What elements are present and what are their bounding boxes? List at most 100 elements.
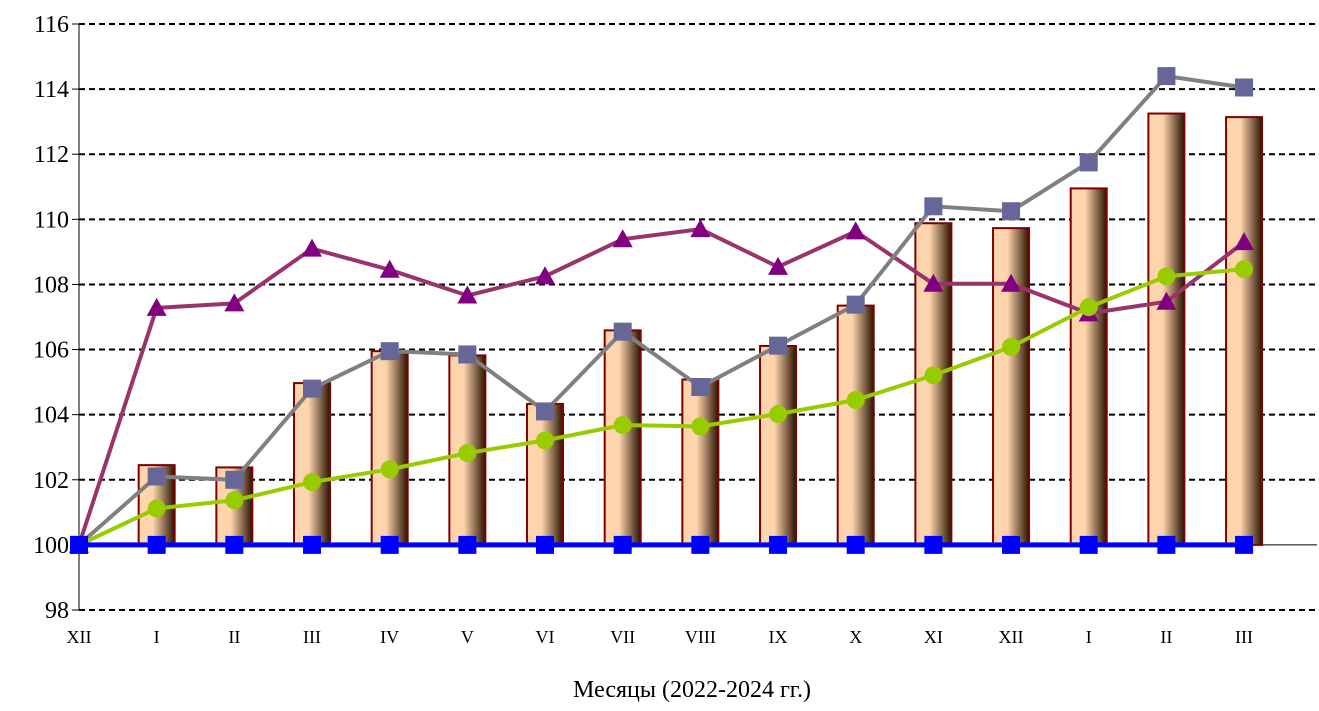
- bar: [836, 304, 875, 546]
- square-marker: [1002, 535, 1021, 554]
- y-tick-label: 108: [33, 272, 69, 298]
- circle-marker: [147, 499, 166, 518]
- x-axis-label: Месяцы (2022-2024 гг.): [573, 677, 811, 703]
- x-tick-label: IX: [769, 627, 788, 647]
- x-tick-label: VI: [536, 627, 555, 647]
- square-marker: [147, 535, 166, 554]
- square-marker: [536, 535, 555, 554]
- triangle-marker: [224, 293, 245, 312]
- triangle-marker: [612, 229, 633, 248]
- square-marker: [380, 535, 399, 554]
- square-marker: [380, 342, 399, 361]
- square-marker: [458, 345, 477, 364]
- bar: [293, 382, 332, 546]
- square-marker: [1079, 535, 1098, 554]
- square-marker: [1235, 78, 1254, 97]
- x-tick-label: II: [228, 627, 240, 647]
- bar: [759, 344, 798, 546]
- x-tick-label: VII: [610, 627, 635, 647]
- square-marker: [225, 470, 244, 489]
- triangle-marker: [845, 221, 866, 240]
- square-marker: [613, 535, 632, 554]
- triangle-marker: [379, 259, 400, 278]
- square-marker: [613, 322, 632, 341]
- triangle-marker: [457, 285, 478, 304]
- square-marker: [70, 535, 88, 554]
- square-marker: [846, 535, 865, 554]
- circle-marker: [1079, 298, 1098, 317]
- circle-marker: [1002, 337, 1021, 356]
- square-marker: [536, 402, 555, 421]
- triangle-marker: [923, 273, 944, 292]
- x-tick-label: X: [849, 627, 862, 647]
- square-marker: [1002, 202, 1021, 221]
- square-marker: [1157, 535, 1176, 554]
- y-tick-label: 116: [34, 12, 69, 38]
- circle-marker: [380, 460, 399, 479]
- series-line: [77, 74, 1245, 547]
- circle-marker: [924, 366, 943, 385]
- triangle-marker: [535, 266, 556, 285]
- triangle-marker: [690, 219, 711, 238]
- x-tick-label: I: [154, 627, 160, 647]
- bar: [1069, 187, 1108, 546]
- square-marker: [691, 535, 710, 554]
- grid-lines: [79, 23, 1317, 611]
- y-tick-label: 102: [33, 468, 69, 494]
- y-tick-label: 112: [34, 142, 69, 168]
- x-tick-label: VIII: [685, 627, 716, 647]
- x-tick-label: XI: [924, 627, 943, 647]
- square-marker: [147, 467, 166, 486]
- square-marker: [769, 535, 788, 554]
- x-tick-label: V: [461, 627, 474, 647]
- square-marker: [1079, 153, 1098, 172]
- circle-marker: [846, 391, 865, 410]
- square-marker: [1157, 67, 1176, 86]
- square-marker: [846, 295, 865, 314]
- square-marker: [458, 535, 477, 554]
- x-tick-label: I: [1086, 627, 1092, 647]
- triangle-marker: [1001, 273, 1022, 292]
- x-tick-label: III: [303, 627, 321, 647]
- square-marker: [924, 197, 943, 216]
- bar: [1147, 112, 1186, 546]
- triangle-marker: [1156, 291, 1177, 310]
- bar: [603, 329, 642, 546]
- bar: [370, 350, 409, 546]
- square-marker: [1235, 535, 1254, 554]
- y-tick-label: 114: [34, 77, 69, 103]
- square-marker: [303, 379, 322, 398]
- square-marker: [769, 336, 788, 355]
- y-tick-label: 106: [33, 338, 69, 364]
- circle-marker: [769, 405, 788, 424]
- circle-marker: [225, 491, 244, 510]
- x-tick-label: IV: [380, 627, 399, 647]
- y-tick-label: 110: [34, 207, 69, 233]
- circle-marker: [1157, 267, 1176, 286]
- y-tick-label: 98: [45, 598, 69, 624]
- circle-marker: [458, 444, 477, 463]
- square-marker: [225, 535, 244, 554]
- circle-marker: [613, 416, 632, 435]
- circle-marker: [691, 417, 710, 436]
- circle-marker: [303, 473, 322, 492]
- series-line: [77, 227, 1246, 546]
- bar: [526, 402, 565, 546]
- y-tick-label: 104: [33, 403, 69, 429]
- series-line: [78, 267, 1245, 547]
- bar: [681, 378, 720, 546]
- y-tick-label: 100: [33, 533, 69, 559]
- x-tick-label: II: [1160, 627, 1172, 647]
- triangle-marker: [146, 297, 167, 316]
- bar: [1225, 116, 1264, 546]
- triangle-marker: [768, 256, 789, 275]
- bars: [137, 112, 1264, 546]
- x-tick-label: XII: [67, 627, 92, 647]
- circle-marker: [536, 431, 555, 450]
- series-lines: [69, 67, 1255, 554]
- triangle-marker: [302, 238, 323, 257]
- square-marker: [924, 535, 943, 554]
